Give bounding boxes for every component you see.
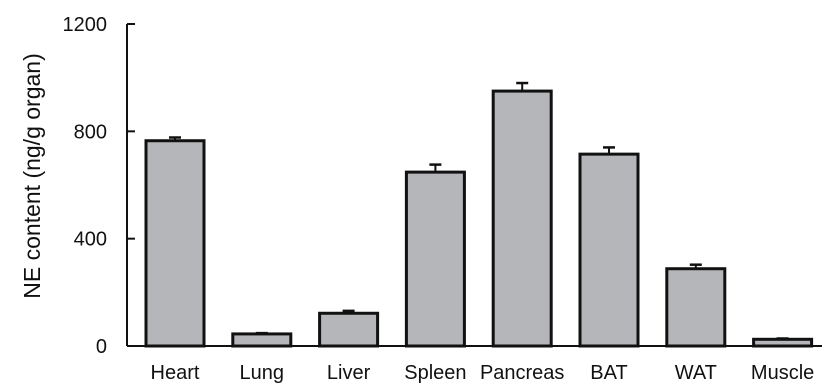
y-tick-label: 400	[74, 229, 107, 251]
x-tick-label: Lung	[240, 362, 285, 384]
bar-spleen	[404, 170, 466, 348]
y-axis-label: NE content (ng/g organ)	[19, 53, 45, 298]
bar-pancreas	[491, 89, 553, 348]
y-tick-label: 800	[74, 121, 107, 143]
x-tick-label: WAT	[675, 362, 717, 384]
y-tick-label: 0	[96, 336, 107, 358]
bar-bat	[578, 152, 640, 348]
bar-wat	[665, 267, 727, 348]
bar-heart	[144, 139, 206, 348]
bar-muscle	[752, 337, 814, 348]
x-tick-label: BAT	[590, 362, 627, 384]
y-tick-label: 1200	[63, 14, 108, 36]
plot-area: 0 400 800 1200 Heart Lung Liver Spleen Pancreas B…	[63, 14, 822, 384]
bar-lung	[231, 332, 293, 348]
x-tick-label: Liver	[327, 362, 371, 384]
x-tick-label: Pancreas	[480, 362, 565, 384]
x-tick-label: Heart	[151, 362, 200, 384]
x-tick-label: Muscle	[751, 362, 814, 384]
bar-liver	[318, 311, 380, 348]
x-tick-label: Spleen	[404, 362, 466, 384]
